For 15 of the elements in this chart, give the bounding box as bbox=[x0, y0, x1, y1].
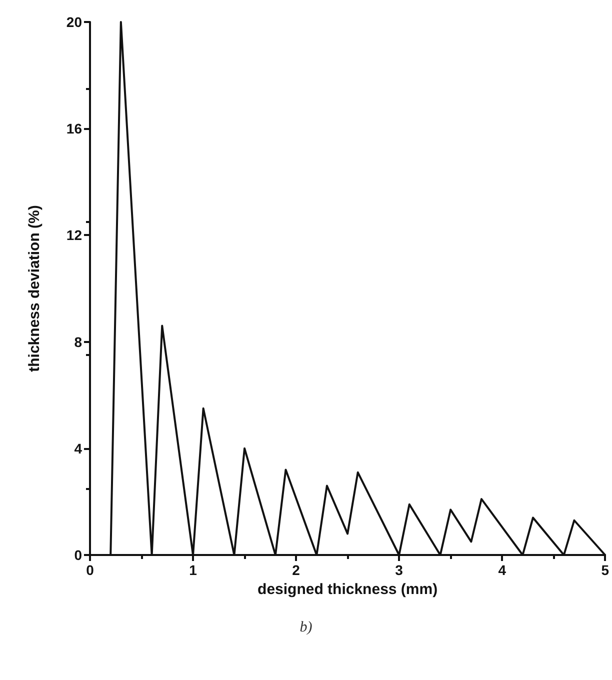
y-tick-label: 0 bbox=[74, 547, 82, 563]
y-tick-label: 4 bbox=[74, 440, 82, 456]
x-tick-label: 5 bbox=[601, 562, 610, 578]
y-axis-title: thickness deviation (%) bbox=[26, 205, 43, 372]
x-tick-label: 2 bbox=[292, 562, 300, 578]
x-tick-label: 1 bbox=[189, 562, 198, 578]
text: b) bbox=[300, 620, 312, 636]
x-tick-label: 3 bbox=[395, 562, 404, 578]
x-tick-label: 4 bbox=[498, 562, 506, 578]
x-axis-title: designed thickness (mm) bbox=[258, 580, 438, 598]
y-tick-label: 20 bbox=[66, 14, 82, 30]
y-tick-label: 12 bbox=[66, 227, 82, 244]
x-tick-label: 0 bbox=[86, 562, 94, 578]
y-tick-label: 16 bbox=[66, 120, 82, 137]
y-tick-label: 8 bbox=[74, 334, 82, 350]
